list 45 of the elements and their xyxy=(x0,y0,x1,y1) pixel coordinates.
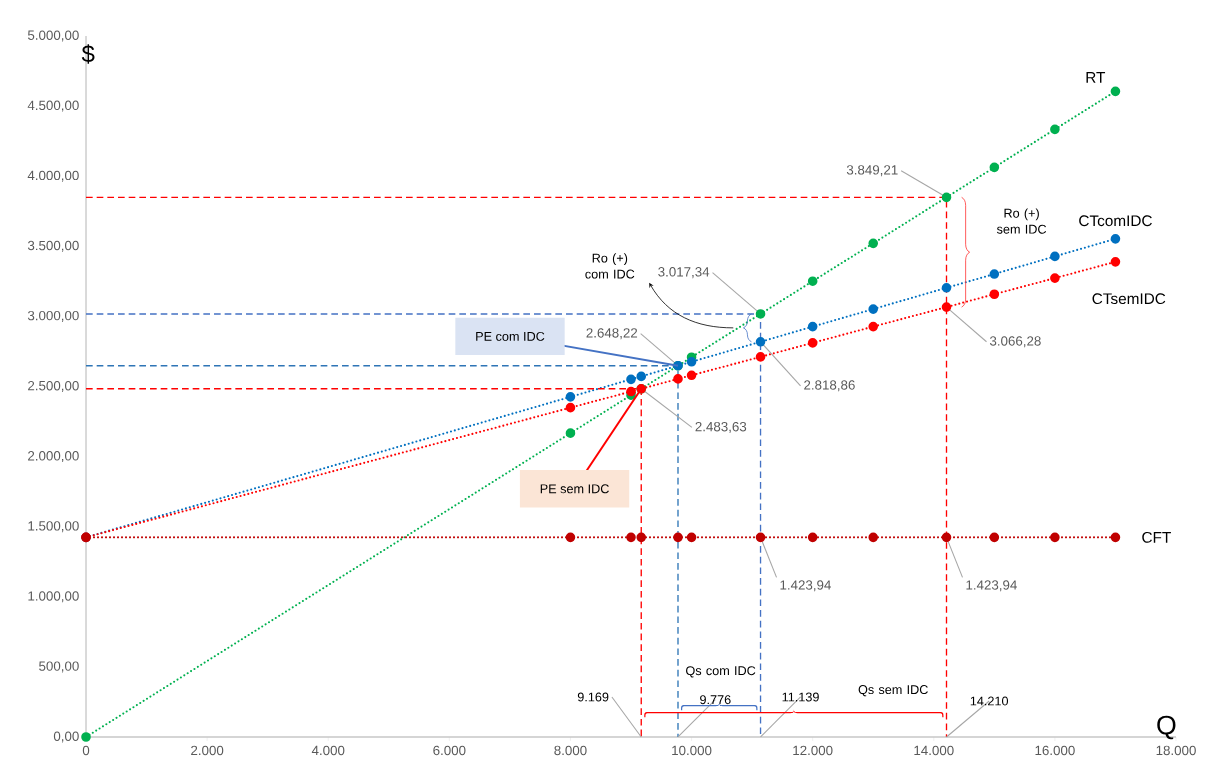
annotation: 3.849,21 xyxy=(846,165,898,177)
x-tick-label: 0 xyxy=(82,745,90,756)
x-tick-label: 8.000 xyxy=(554,745,587,756)
y-axis-title: $ xyxy=(81,44,95,64)
y-tick-label: 0,00 xyxy=(53,731,79,743)
annotation: 9.169 xyxy=(577,692,609,702)
y-tick-label: 3.500,00 xyxy=(27,240,79,252)
annotation: 3.017,34 xyxy=(658,267,710,279)
annotation: Qs sem IDC xyxy=(858,685,928,697)
x-axis-title: Q xyxy=(1157,715,1176,740)
annotation: PE com IDC xyxy=(476,331,545,341)
annotation: 9.776 xyxy=(700,695,731,705)
series-label: RT xyxy=(1086,72,1106,83)
annotation: 1.423,94 xyxy=(966,580,1017,592)
y-tick-label: 4.500,00 xyxy=(27,100,79,112)
y-tick-label: 2.000,00 xyxy=(28,451,79,463)
series-label: CFT xyxy=(1142,531,1171,543)
annotation: Ro (+) com IDC xyxy=(585,253,635,279)
x-tick-label: 10.000 xyxy=(672,745,712,756)
y-tick-label: 4.000,00 xyxy=(27,170,79,182)
annotation: 14.210 xyxy=(970,696,1009,706)
annotation: 1.423,94 xyxy=(780,580,831,592)
series-label: CTcomIDC xyxy=(1079,215,1152,227)
series-label: CTsemIDC xyxy=(1092,293,1166,305)
annotation: 2.648,22 xyxy=(586,328,638,340)
x-tick-label: 18.000 xyxy=(1156,745,1196,756)
x-tick-label: 4.000 xyxy=(311,745,345,756)
annotation: PE sem IDC xyxy=(540,484,609,494)
x-tick-label: 16.000 xyxy=(1035,745,1075,756)
annotation: 2.483,63 xyxy=(695,421,747,433)
y-tick-label: 1.500,00 xyxy=(28,521,79,533)
annotation: 11.139 xyxy=(782,692,819,702)
annotation: 2.818,86 xyxy=(804,380,855,392)
x-tick-label: 12.000 xyxy=(793,745,833,756)
y-tick-label: 500,00 xyxy=(39,661,79,673)
y-tick-label: 2.500,00 xyxy=(28,380,79,392)
y-tick-label: 5.000,00 xyxy=(27,30,79,42)
annotation: Ro (+) sem IDC xyxy=(996,208,1047,234)
annotation: 3.066,28 xyxy=(989,336,1041,348)
y-tick-label: 1.000,00 xyxy=(28,591,79,603)
y-tick-label: 3.000,00 xyxy=(27,310,79,322)
annotation: Qs com IDC xyxy=(686,666,756,678)
x-tick-label: 14.000 xyxy=(914,745,954,756)
x-tick-label: 6.000 xyxy=(433,745,466,756)
x-tick-label: 2.000 xyxy=(191,745,224,756)
